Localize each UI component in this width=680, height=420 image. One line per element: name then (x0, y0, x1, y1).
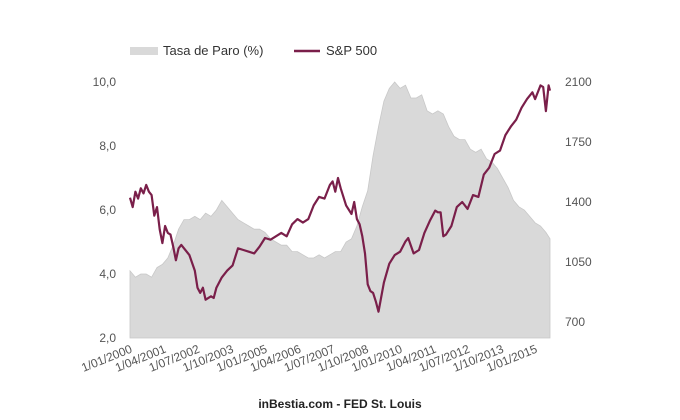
y-axis-right: 700 1050 1400 1750 2100 (565, 75, 592, 329)
unemployment-area (129, 81, 551, 339)
y-left-tick-label: 6,0 (99, 203, 116, 217)
y-right-tick-label: 1750 (565, 135, 592, 149)
y-axis-left: 2,0 4,0 6,0 8,0 10,0 (93, 75, 117, 345)
y-left-tick-label: 10,0 (93, 75, 117, 89)
y-right-tick-label: 2100 (565, 75, 592, 89)
unemployment-area-series (129, 81, 551, 339)
legend-swatch-unemployment (130, 47, 158, 55)
sp500-line-series (128, 84, 552, 313)
x-axis: 1/01/20001/04/20011/07/20021/10/20031/01… (79, 342, 539, 375)
y-right-tick-label: 1050 (565, 255, 592, 269)
y-right-tick-label: 1400 (565, 195, 592, 209)
y-left-tick-label: 4,0 (99, 267, 116, 281)
legend: Tasa de Paro (%) S&P 500 (130, 43, 377, 58)
source-caption: inBestia.com - FED St. Louis (258, 397, 422, 411)
sp500-line (128, 84, 552, 313)
y-right-tick-label: 700 (565, 315, 585, 329)
legend-label-unemployment: Tasa de Paro (%) (163, 43, 263, 58)
legend-label-sp500: S&P 500 (326, 43, 377, 58)
y-left-tick-label: 8,0 (99, 139, 116, 153)
y-left-tick-label: 2,0 (99, 331, 116, 345)
